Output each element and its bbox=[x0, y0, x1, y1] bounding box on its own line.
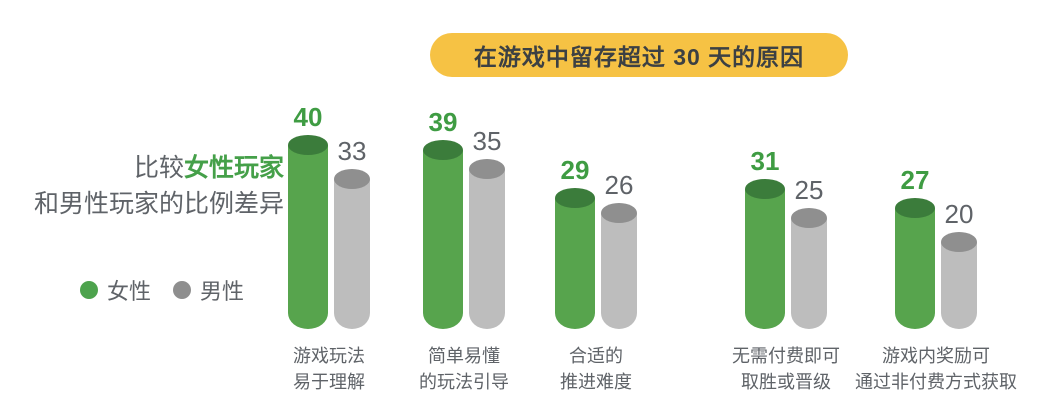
category-label-line: 游戏玩法 bbox=[293, 346, 365, 366]
cylinder-top bbox=[601, 203, 637, 223]
bar-male: 33 bbox=[334, 136, 370, 329]
cylinder-top bbox=[334, 169, 370, 189]
cylinder-top bbox=[423, 140, 463, 160]
bar-group: 31 25 bbox=[745, 146, 827, 329]
bar-value-female: 27 bbox=[900, 165, 930, 195]
bar-value-male: 20 bbox=[944, 199, 974, 229]
category-label-line: 无需付费即可 bbox=[732, 346, 840, 366]
bar-value-female: 39 bbox=[428, 107, 458, 137]
cylinder-top bbox=[745, 179, 785, 199]
title-text: 在游戏中留存超过 30 天的原因 bbox=[473, 44, 805, 70]
bar-value-female: 31 bbox=[750, 146, 780, 176]
cylinder-top bbox=[469, 159, 505, 179]
bar-value-male: 33 bbox=[337, 136, 367, 166]
cylinder-body bbox=[288, 145, 328, 329]
bar-value-male: 26 bbox=[604, 170, 634, 200]
category-label-line: 通过非付费方式获取 bbox=[855, 372, 1017, 392]
bar-group: 40 33 bbox=[288, 102, 370, 329]
category-label-line: 简单易懂 bbox=[428, 346, 500, 366]
intro-line-2: 和男性玩家的比例差异 bbox=[33, 190, 284, 218]
cylinder-body bbox=[555, 198, 595, 329]
bar-value-female: 40 bbox=[293, 102, 323, 132]
cylinder-top bbox=[791, 208, 827, 228]
cylinder-top bbox=[941, 232, 977, 252]
bar-male: 20 bbox=[941, 199, 977, 329]
title-banner: 在游戏中留存超过 30 天的原因 bbox=[430, 33, 848, 77]
cylinder-body bbox=[895, 208, 935, 329]
bar-male: 35 bbox=[469, 126, 505, 329]
category-label-line: 推进难度 bbox=[560, 372, 632, 392]
bar-female: 31 bbox=[745, 146, 785, 329]
cylinder-top bbox=[555, 188, 595, 208]
cylinder-body bbox=[791, 218, 827, 329]
bar-group: 39 35 bbox=[423, 107, 505, 329]
cylinder-body bbox=[334, 179, 370, 329]
legend-label: 男性 bbox=[200, 279, 245, 304]
bar-female: 40 bbox=[288, 102, 328, 329]
cylinder-top bbox=[288, 135, 328, 155]
male-dot-icon bbox=[173, 281, 192, 299]
bar-male: 26 bbox=[601, 170, 637, 329]
legend: 女性 男性 bbox=[80, 274, 244, 306]
legend-item-male: 男性 bbox=[173, 274, 244, 306]
bar-female: 39 bbox=[423, 107, 463, 329]
cylinder-body bbox=[423, 150, 463, 329]
bar-value-male: 25 bbox=[794, 175, 824, 205]
bar-female: 29 bbox=[555, 155, 595, 329]
bar-value-female: 29 bbox=[560, 155, 590, 185]
bar-value-male: 35 bbox=[472, 126, 502, 156]
legend-item-female: 女性 bbox=[80, 274, 151, 306]
bar-group: 29 26 bbox=[555, 155, 637, 329]
category-label: 游戏内奖励可通过非付费方式获取 bbox=[824, 343, 1044, 395]
cylinder-body bbox=[469, 169, 505, 329]
category-label: 简单易懂 的玩法引导 bbox=[352, 343, 576, 395]
female-dot-icon bbox=[80, 281, 98, 299]
bar-male: 25 bbox=[791, 175, 827, 329]
bar-group: 27 20 bbox=[895, 165, 977, 329]
category-label: 游戏玩法 易于理解 bbox=[217, 343, 441, 395]
category-label-line: 游戏内奖励可 bbox=[882, 346, 990, 366]
cylinder-body bbox=[941, 242, 977, 329]
cylinder-body bbox=[601, 213, 637, 329]
category-label-line: 易于理解 bbox=[293, 372, 365, 392]
intro-highlight: 女性玩家 bbox=[183, 154, 284, 182]
bar-female: 27 bbox=[895, 165, 935, 329]
cylinder-top bbox=[895, 198, 935, 218]
category-label-line: 取胜或晋级 bbox=[741, 372, 831, 392]
category-label: 合适的 推进难度 bbox=[484, 343, 708, 395]
intro-text: 比较女性玩家 和男性玩家的比例差异 bbox=[12, 150, 284, 222]
intro-prefix: 比较 bbox=[133, 154, 184, 182]
legend-label: 女性 bbox=[107, 279, 152, 304]
category-label: 无需付费即可 取胜或晋级 bbox=[674, 343, 898, 395]
intro-line-1: 比较女性玩家 bbox=[12, 150, 284, 186]
category-label-line: 的玩法引导 bbox=[419, 372, 509, 392]
category-label-line: 合适的 bbox=[569, 346, 623, 366]
cylinder-body bbox=[745, 189, 785, 329]
